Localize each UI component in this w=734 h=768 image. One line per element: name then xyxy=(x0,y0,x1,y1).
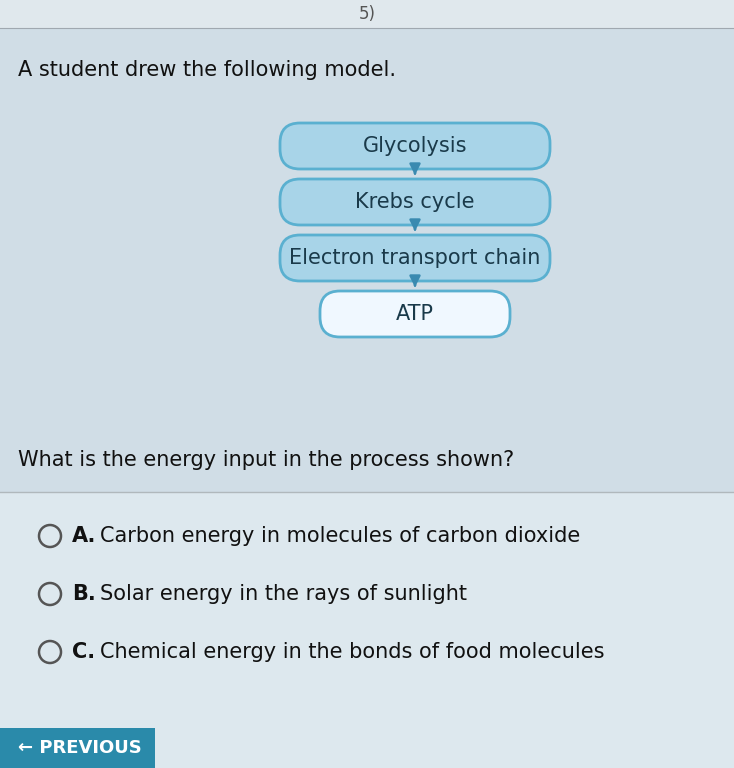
Text: Carbon energy in molecules of carbon dioxide: Carbon energy in molecules of carbon dio… xyxy=(100,526,581,546)
Text: ATP: ATP xyxy=(396,304,434,324)
Text: Electron transport chain: Electron transport chain xyxy=(289,248,541,268)
Bar xyxy=(0,728,155,768)
Text: What is the energy input in the process shown?: What is the energy input in the process … xyxy=(18,450,515,470)
FancyBboxPatch shape xyxy=(280,235,550,281)
Text: ← PREVIOUS: ← PREVIOUS xyxy=(18,739,142,757)
FancyBboxPatch shape xyxy=(320,291,510,337)
Text: Chemical energy in the bonds of food molecules: Chemical energy in the bonds of food mol… xyxy=(100,642,605,662)
Text: Solar energy in the rays of sunlight: Solar energy in the rays of sunlight xyxy=(100,584,467,604)
Text: Krebs cycle: Krebs cycle xyxy=(355,192,475,212)
FancyBboxPatch shape xyxy=(280,123,550,169)
Text: B.: B. xyxy=(72,584,95,604)
Bar xyxy=(0,492,734,768)
FancyBboxPatch shape xyxy=(280,179,550,225)
Text: C.: C. xyxy=(72,642,95,662)
Bar xyxy=(0,0,734,28)
Text: A student drew the following model.: A student drew the following model. xyxy=(18,60,396,80)
Text: Glycolysis: Glycolysis xyxy=(363,136,468,156)
Text: 5): 5) xyxy=(358,5,376,23)
Bar xyxy=(0,28,734,480)
Text: A.: A. xyxy=(72,526,96,546)
